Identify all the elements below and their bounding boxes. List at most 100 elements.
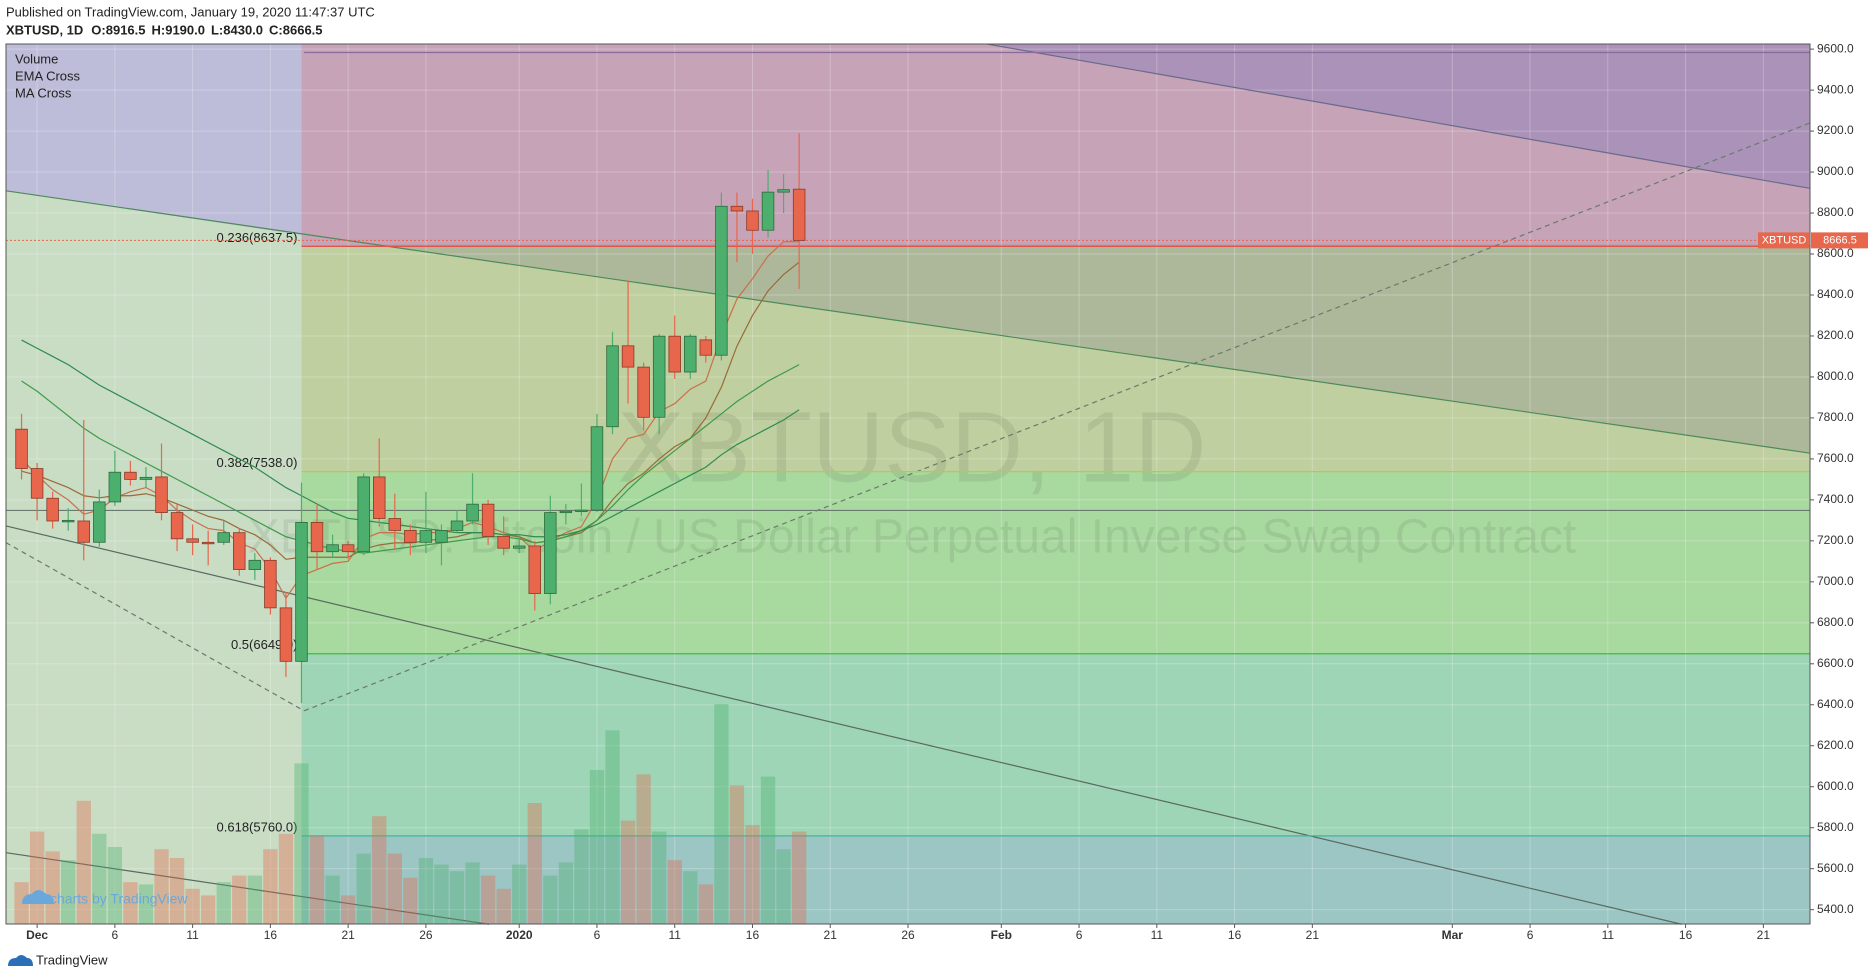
ohlc-value: L:8430.0 [211,22,263,37]
volume-bar [480,875,496,924]
candle-body [341,544,355,553]
volume-bar [154,849,169,924]
y-tick-label: 6600.0 [1817,656,1854,670]
candle-body [466,503,479,522]
x-tick-label: 6 [1076,928,1083,942]
volume-bar [294,763,309,924]
candle-body [77,520,90,543]
volume-bar [512,864,527,924]
chart-logo [22,890,54,904]
x-tick-label: 11 [1602,928,1615,942]
y-tick-label: 9400.0 [1817,82,1854,96]
y-tick-label: 6800.0 [1817,615,1854,629]
volume-bar [729,785,745,924]
volume-bar [201,895,216,924]
volume-bar [76,800,91,924]
volume-bar [387,853,402,924]
candle-body [621,345,635,368]
candle-body [435,530,448,543]
candle-body [61,519,75,523]
candle-body [139,476,153,480]
volume-bar [574,829,589,924]
x-tick-label: Mar [1442,928,1464,942]
candle-body [295,522,308,662]
fib-label: 0.382(7538.0) [217,455,298,470]
candle-body [404,530,417,543]
volume-bar [14,882,29,924]
last-symbol: XBTUSD [1762,234,1807,246]
trend-line [987,43,1811,190]
candle-body [777,189,790,193]
symbol: XBTUSD, 1D [6,22,83,37]
candle-body [497,535,510,549]
y-tick-label: 7400.0 [1817,492,1854,506]
volume-bar [61,860,76,924]
candle-body [248,559,262,570]
x-tick-label: 6 [594,928,601,942]
x-tick-label: 11 [1151,928,1164,942]
candle-body [373,476,386,519]
volume-bar [169,858,185,924]
volume-bar [543,875,558,924]
volume-bar [325,875,340,924]
footer-brand: TradingView [36,952,108,967]
volume-bar [403,877,418,924]
candle-body [108,471,122,503]
x-tick-label: 6 [1527,928,1534,942]
volume-bar [496,888,511,924]
x-tick-label: 21 [1306,928,1320,942]
candle-body [93,501,106,543]
volume-bar [698,884,713,924]
volume-bar [185,888,200,924]
volume-bar [714,704,729,924]
trend-line [5,852,490,925]
volume-bar [418,858,434,924]
x-tick-label: Feb [991,928,1012,942]
volume-bar [589,770,605,924]
trend-line [5,525,1682,925]
last-price-label: 8666.5 [1823,234,1857,246]
y-tick-label: 6200.0 [1817,738,1854,752]
candle-body [715,205,728,356]
volume-bar [776,849,791,924]
fib-zone [301,246,1810,472]
x-tick-label: 16 [746,928,760,942]
x-tick-label: 21 [341,928,355,942]
candle-body [310,522,324,553]
chart-brand: charts by TradingView [50,891,188,907]
candle-body [730,205,744,212]
candle-body [201,541,215,545]
volume-bar [760,776,776,924]
volume-bar [278,833,294,924]
candle-body [699,339,713,356]
fib-zone [301,835,1810,924]
y-tick-label: 7000.0 [1817,574,1854,588]
fib-label: 0.236(8637.5) [217,230,298,245]
volume-bar [356,853,371,924]
published-line: Published on TradingView.com, January 19… [6,4,375,19]
candle-body [46,497,59,522]
x-tick-label: 16 [1679,928,1693,942]
candle-body [419,530,433,543]
volume-bar [216,882,231,924]
candle-body [637,366,650,418]
x-tick-label: 26 [419,928,433,942]
volume-bar [620,820,636,924]
volume-bar [29,831,45,924]
y-tick-label: 8400.0 [1817,287,1854,301]
y-tick-label: 9200.0 [1817,123,1854,137]
candle-body [155,476,168,513]
y-tick-label: 5800.0 [1817,820,1854,834]
y-tick-label: 7600.0 [1817,451,1854,465]
candle-body [388,518,402,531]
candle-body [575,509,588,513]
volume-bar [309,836,325,924]
last-symbol-tag [1758,232,1809,249]
y-tick-label: 7200.0 [1817,533,1854,547]
candle-body [15,428,28,469]
volume-bar [683,871,698,924]
candle-body [170,512,184,540]
candle-body [684,335,697,373]
